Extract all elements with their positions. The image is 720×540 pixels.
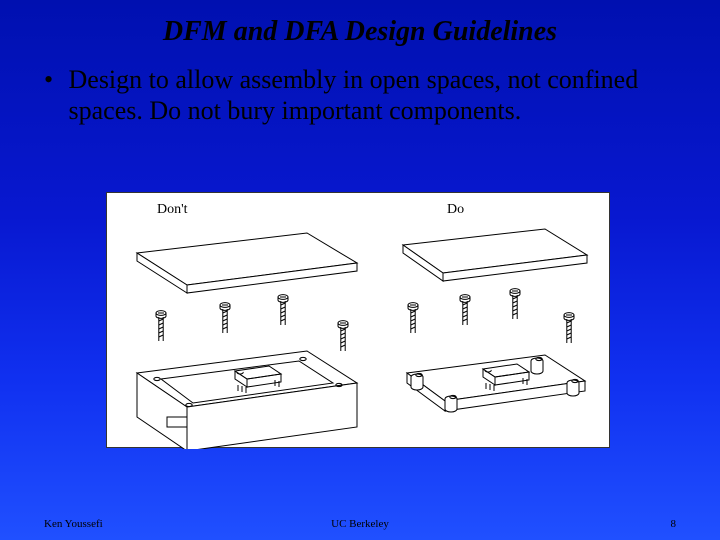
svg-text:Do: Do <box>447 202 464 217</box>
footer-author: Ken Youssefi <box>44 518 103 530</box>
svg-text:Don't: Don't <box>157 202 188 217</box>
slide-title: DFM and DFA Design Guidelines <box>0 0 720 58</box>
footer-page: 8 <box>671 518 677 530</box>
dont-do-figure: Don't Do <box>107 193 611 449</box>
bullet-item: • Design to allow assembly in open space… <box>0 58 720 126</box>
footer-org: UC Berkeley <box>331 518 389 530</box>
bullet-marker: • <box>44 64 62 95</box>
bullet-text: Design to allow assembly in open spaces,… <box>69 64 669 126</box>
figure-container: Don't Do <box>106 192 610 448</box>
